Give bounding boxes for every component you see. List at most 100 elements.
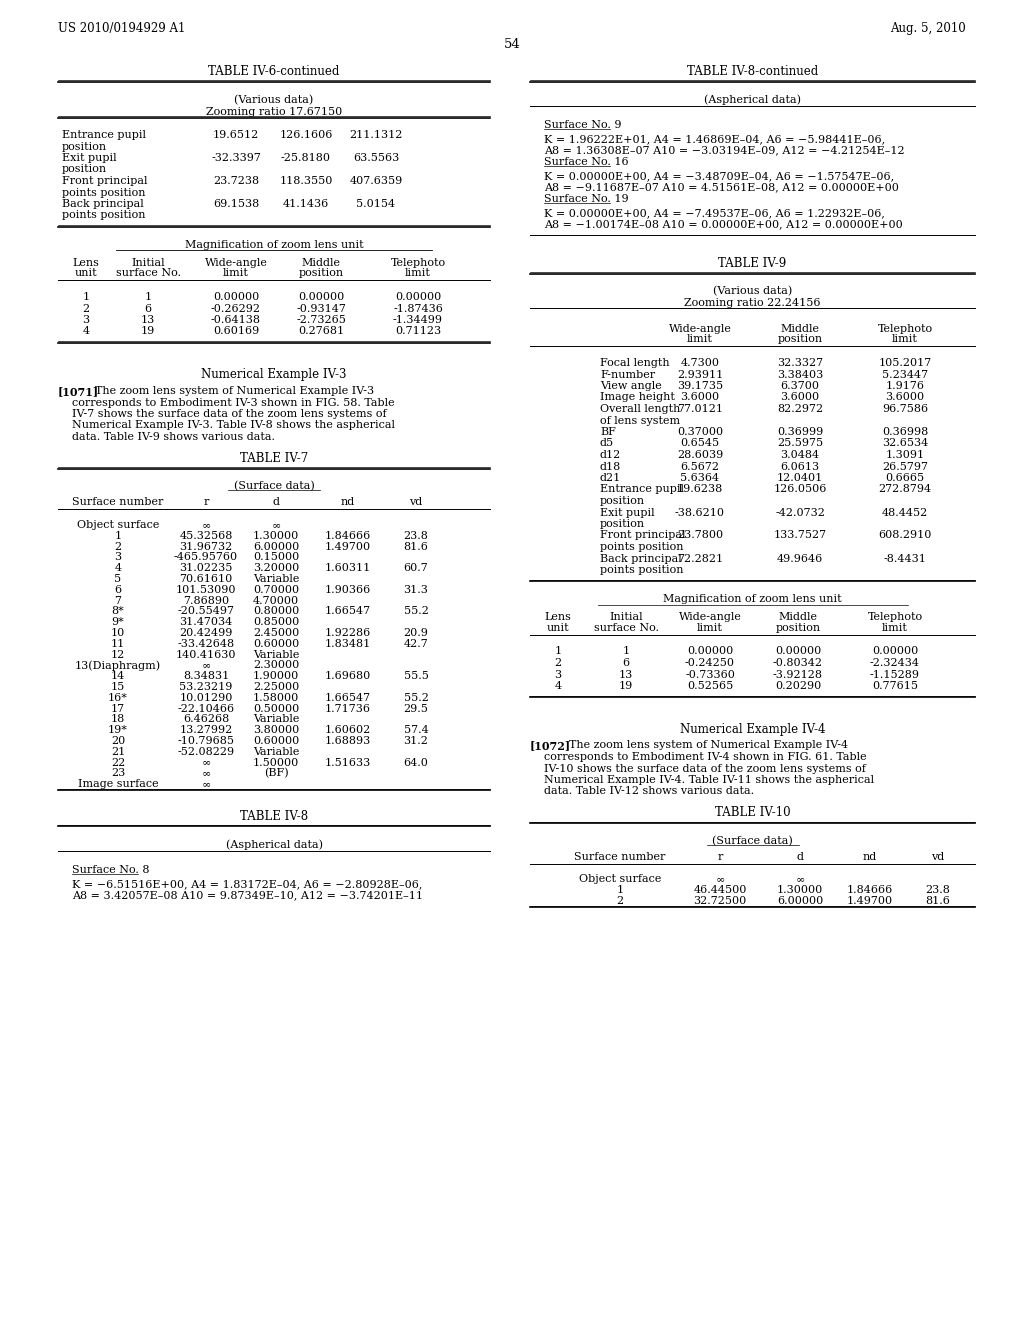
Text: data. Table IV-12 shows various data.: data. Table IV-12 shows various data. — [544, 787, 754, 796]
Text: 3.6000: 3.6000 — [886, 392, 925, 403]
Text: -25.8180: -25.8180 — [281, 153, 331, 162]
Text: 2: 2 — [115, 541, 122, 552]
Text: View angle: View angle — [600, 381, 662, 391]
Text: 55.2: 55.2 — [403, 606, 428, 616]
Text: 23.8: 23.8 — [403, 531, 428, 541]
Text: 2: 2 — [616, 896, 624, 906]
Text: 6: 6 — [115, 585, 122, 595]
Text: 25.5975: 25.5975 — [777, 438, 823, 449]
Text: 63.5563: 63.5563 — [353, 153, 399, 162]
Text: 46.44500: 46.44500 — [693, 886, 746, 895]
Text: Variable: Variable — [253, 649, 299, 660]
Text: 13: 13 — [141, 315, 155, 325]
Text: 0.80000: 0.80000 — [253, 606, 299, 616]
Text: (Various data): (Various data) — [234, 95, 313, 106]
Text: Object surface: Object surface — [579, 874, 662, 884]
Text: 0.20290: 0.20290 — [775, 681, 821, 690]
Text: 6: 6 — [144, 304, 152, 314]
Text: 407.6359: 407.6359 — [349, 176, 402, 186]
Text: 72.2821: 72.2821 — [677, 553, 723, 564]
Text: 81.6: 81.6 — [403, 541, 428, 552]
Text: 0.36998: 0.36998 — [882, 426, 928, 437]
Text: 4: 4 — [115, 564, 122, 573]
Text: 4.7300: 4.7300 — [681, 358, 720, 368]
Text: nd: nd — [341, 498, 355, 507]
Text: 23: 23 — [111, 768, 125, 779]
Text: 64.0: 64.0 — [403, 758, 428, 768]
Text: Wide-angle: Wide-angle — [205, 257, 267, 268]
Text: 28.6039: 28.6039 — [677, 450, 723, 459]
Text: -3.92128: -3.92128 — [773, 669, 823, 680]
Text: 105.2017: 105.2017 — [879, 358, 932, 368]
Text: 2.25000: 2.25000 — [253, 682, 299, 692]
Text: Aug. 5, 2010: Aug. 5, 2010 — [890, 22, 966, 36]
Text: 6.3700: 6.3700 — [780, 381, 819, 391]
Text: 0.00000: 0.00000 — [298, 292, 344, 302]
Text: 0.71123: 0.71123 — [395, 326, 441, 337]
Text: 118.3550: 118.3550 — [280, 176, 333, 186]
Text: 31.47034: 31.47034 — [179, 618, 232, 627]
Text: Exit pupil: Exit pupil — [600, 507, 654, 517]
Text: Entrance pupil: Entrance pupil — [62, 129, 146, 140]
Text: d18: d18 — [600, 462, 622, 471]
Text: Zooming ratio 17.67150: Zooming ratio 17.67150 — [206, 107, 342, 117]
Text: data. Table IV-9 shows various data.: data. Table IV-9 shows various data. — [72, 432, 275, 442]
Text: 20.42499: 20.42499 — [179, 628, 232, 638]
Text: 5: 5 — [115, 574, 122, 583]
Text: 0.60000: 0.60000 — [253, 639, 299, 649]
Text: 5.23447: 5.23447 — [882, 370, 928, 380]
Text: (Aspherical data): (Aspherical data) — [705, 94, 801, 104]
Text: 0.00000: 0.00000 — [775, 647, 821, 656]
Text: Image height: Image height — [600, 392, 675, 403]
Text: 18: 18 — [111, 714, 125, 725]
Text: 82.2972: 82.2972 — [777, 404, 823, 414]
Text: 1: 1 — [616, 886, 624, 895]
Text: ∞: ∞ — [202, 520, 211, 531]
Text: 1.92286: 1.92286 — [325, 628, 371, 638]
Text: 2: 2 — [83, 304, 89, 314]
Text: ∞: ∞ — [202, 660, 211, 671]
Text: A8 = −1.00174E–08 A10 = 0.00000E+00, A12 = 0.00000E+00: A8 = −1.00174E–08 A10 = 0.00000E+00, A12… — [544, 219, 903, 230]
Text: -33.42648: -33.42648 — [177, 639, 234, 649]
Text: 57.4: 57.4 — [403, 725, 428, 735]
Text: US 2010/0194929 A1: US 2010/0194929 A1 — [58, 22, 185, 36]
Text: -8.4431: -8.4431 — [884, 553, 927, 564]
Text: 3.80000: 3.80000 — [253, 725, 299, 735]
Text: (Various data): (Various data) — [713, 286, 793, 296]
Text: position: position — [600, 519, 645, 529]
Text: ∞: ∞ — [271, 520, 281, 531]
Text: 32.3327: 32.3327 — [777, 358, 823, 368]
Text: 0.00000: 0.00000 — [871, 647, 919, 656]
Text: Image surface: Image surface — [78, 779, 159, 789]
Text: Magnification of zoom lens unit: Magnification of zoom lens unit — [664, 594, 842, 605]
Text: 1.30000: 1.30000 — [777, 886, 823, 895]
Text: 0.60000: 0.60000 — [253, 737, 299, 746]
Text: 6.5672: 6.5672 — [681, 462, 720, 471]
Text: Variable: Variable — [253, 574, 299, 583]
Text: 41.1436: 41.1436 — [283, 199, 329, 209]
Text: (Surface data): (Surface data) — [233, 480, 314, 491]
Text: 11: 11 — [111, 639, 125, 649]
Text: 1.84666: 1.84666 — [847, 886, 893, 895]
Text: 6.0613: 6.0613 — [780, 462, 819, 471]
Text: A8 = 3.42057E–08 A10 = 9.87349E–10, A12 = −3.74201E–11: A8 = 3.42057E–08 A10 = 9.87349E–10, A12 … — [72, 891, 423, 900]
Text: 0.6545: 0.6545 — [680, 438, 720, 449]
Text: ∞: ∞ — [202, 779, 211, 789]
Text: 608.2910: 608.2910 — [879, 531, 932, 540]
Text: K = 0.00000E+00, A4 = −7.49537E–06, A6 = 1.22932E–06,: K = 0.00000E+00, A4 = −7.49537E–06, A6 =… — [544, 209, 885, 218]
Text: position: position — [775, 623, 820, 634]
Text: 4.70000: 4.70000 — [253, 595, 299, 606]
Text: 3: 3 — [554, 669, 561, 680]
Text: 2: 2 — [554, 657, 561, 668]
Text: 7: 7 — [115, 595, 122, 606]
Text: 23.8: 23.8 — [926, 886, 950, 895]
Text: -0.73360: -0.73360 — [685, 669, 735, 680]
Text: unit: unit — [75, 268, 97, 279]
Text: F-number: F-number — [600, 370, 655, 380]
Text: 1.66547: 1.66547 — [325, 606, 371, 616]
Text: corresponds to Embodiment IV-3 shown in FIG. 58. Table: corresponds to Embodiment IV-3 shown in … — [72, 397, 394, 408]
Text: unit: unit — [547, 623, 569, 634]
Text: TABLE IV-10: TABLE IV-10 — [715, 807, 791, 820]
Text: 4: 4 — [554, 681, 561, 690]
Text: 0.37000: 0.37000 — [677, 426, 723, 437]
